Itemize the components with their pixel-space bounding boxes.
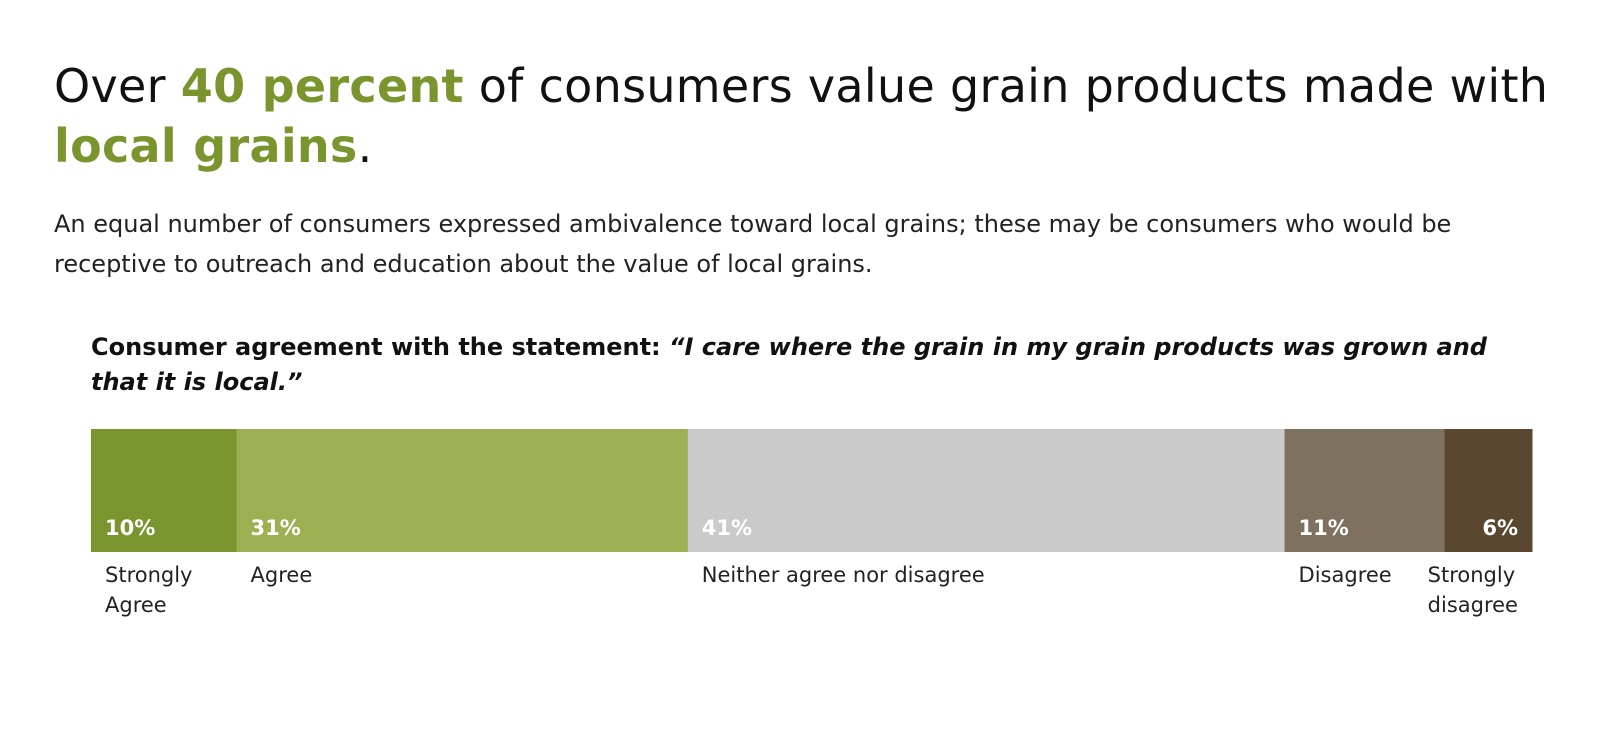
bar-segment-4 (1444, 429, 1533, 552)
bar-segment-2 (687, 429, 1286, 552)
category-label-3: Disagree (1299, 563, 1392, 587)
bar-segment-3 (1284, 429, 1446, 552)
chart-title-lead: Consumer agreement with the statement: (91, 333, 670, 361)
category-label-4: Strongly disagree (1428, 563, 1518, 617)
headline-part-3: . (357, 119, 373, 173)
headline-highlight-local-grains: local grains (54, 119, 358, 173)
headline: Over 40 percent of consumers value grain… (54, 56, 1554, 176)
chart-title: Consumer agreement with the statement: “… (91, 330, 1511, 400)
headline-part-1: Over (54, 59, 181, 113)
subtitle: An equal number of consumers expressed a… (54, 210, 1452, 278)
bar-value-label-3: 11% (1299, 516, 1349, 540)
headline-highlight-percent: 40 percent (180, 59, 464, 113)
headline-part-2: of consumers value grain products made w… (463, 59, 1549, 113)
category-label-2: Neither agree nor disagree (702, 563, 985, 587)
category-label-0: Strongly Agree (105, 563, 193, 617)
bar-segment-1 (236, 429, 689, 552)
chart-title-quote: “I care where the grain in my grain prod… (91, 333, 1487, 396)
bar-segment-0 (91, 429, 238, 552)
category-label-1: Agree (251, 563, 313, 587)
bar-value-label-0: 10% (105, 516, 155, 540)
bar-value-label-4: 6% (1482, 516, 1518, 540)
bar-value-label-1: 31% (251, 516, 301, 540)
bar-value-label-2: 41% (702, 516, 752, 540)
